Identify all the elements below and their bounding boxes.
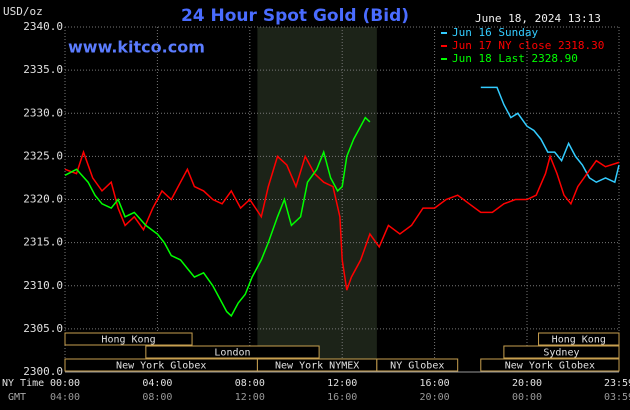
x2-tick-label: 20:00 — [420, 392, 450, 403]
chart-title: 24 Hour Spot Gold (Bid) — [181, 6, 409, 26]
x2-tick-label: 00:00 — [512, 392, 542, 403]
watermark: www.kitco.com — [68, 38, 205, 57]
session-label: Hong Kong — [552, 335, 606, 346]
session-bar — [538, 332, 620, 346]
session-bar — [145, 345, 320, 359]
y-tick-label: 2320.0 — [23, 193, 63, 206]
y-axis-label: USD/oz — [3, 5, 43, 18]
x-tick-label: 16:00 — [420, 378, 450, 389]
session-bar — [64, 332, 193, 346]
x-axis-label: NY Time — [2, 378, 44, 389]
x-tick-label: 00:00 — [50, 378, 80, 389]
session-bar — [503, 345, 620, 359]
y-tick-label: 2340.0 — [23, 20, 63, 33]
x-tick-label: 08:00 — [235, 378, 265, 389]
session-bar — [480, 358, 620, 372]
legend-label: Jun 18 Last 2328.90 — [452, 52, 578, 65]
x2-tick-label: 08:00 — [142, 392, 172, 403]
y-tick-label: 2315.0 — [23, 236, 63, 249]
x-tick-label: 12:00 — [327, 378, 357, 389]
session-label: New York Globex — [116, 361, 206, 372]
legend-label: Jun 16 Sunday — [452, 26, 538, 39]
x-tick-label: 04:00 — [142, 378, 172, 389]
series-line — [64, 116, 371, 318]
x-tick-label: 20:00 — [512, 378, 542, 389]
x2-tick-label: 04:00 — [50, 392, 80, 403]
y-tick-label: 2325.0 — [23, 149, 63, 162]
x2-tick-label: 16:00 — [327, 392, 357, 403]
x2-axis-label: GMT — [8, 392, 26, 403]
y-tick-label: 2310.0 — [23, 279, 63, 292]
series-line — [64, 149, 620, 291]
y-tick-label: 2305.0 — [23, 322, 63, 335]
x2-tick-label: 03:59 — [604, 392, 630, 403]
session-label: Sydney — [543, 348, 579, 359]
session-label: Hong Kong — [101, 335, 155, 346]
session-label: London — [214, 348, 250, 359]
legend-label: Jun 17 NY close 2318.30 — [452, 39, 604, 52]
x2-tick-label: 12:00 — [235, 392, 265, 403]
session-label: New York Globex — [505, 361, 595, 372]
x-tick-label: 23:59 — [604, 378, 630, 389]
subtitle: June 18, 2024 13:13 — [475, 12, 601, 25]
y-tick-label: 2335.0 — [23, 63, 63, 76]
series-line — [480, 86, 620, 184]
y-tick-label: 2300.0 — [23, 365, 63, 378]
session-label: New York NYMEX — [275, 361, 359, 372]
session-label: NY Globex — [390, 361, 444, 372]
y-tick-label: 2330.0 — [23, 106, 63, 119]
session-bar — [376, 358, 459, 372]
